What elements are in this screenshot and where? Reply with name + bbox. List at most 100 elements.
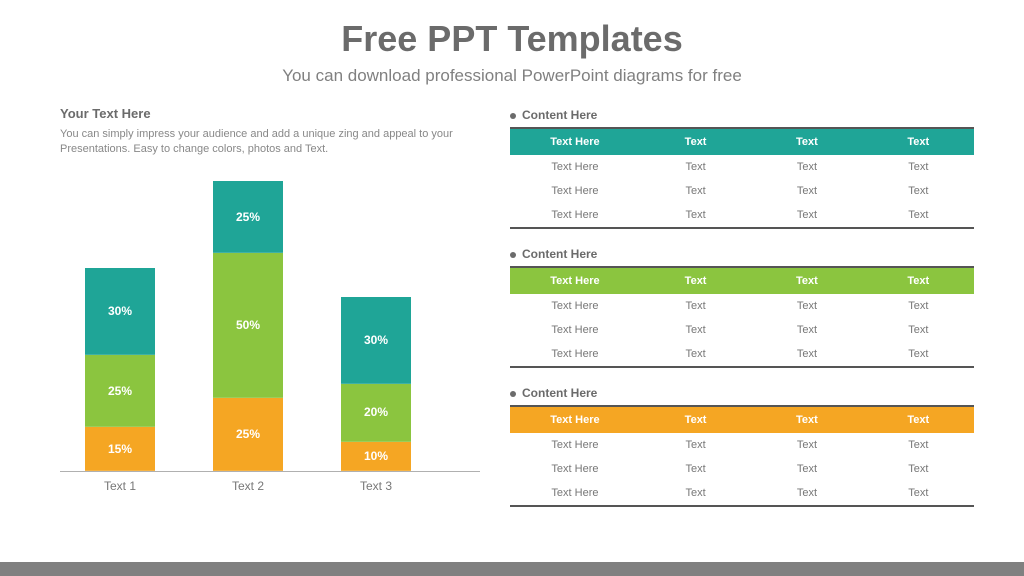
table-cell: Text [751, 294, 862, 318]
table-caption: Content Here [510, 247, 974, 261]
table-cell: Text Here [510, 203, 640, 228]
table-header-cell: Text Here [510, 406, 640, 433]
table-group: Content HereText HereTextTextTextText He… [510, 247, 974, 368]
table-cell: Text [863, 433, 974, 457]
table-header-row: Text HereTextTextText [510, 128, 974, 155]
bar-label: Text 2 [213, 479, 283, 493]
table-header-cell: Text Here [510, 267, 640, 294]
table-cell: Text [863, 294, 974, 318]
table-row: Text HereTextTextText [510, 433, 974, 457]
table-cell: Text [863, 203, 974, 228]
table-cell: Text Here [510, 294, 640, 318]
table-header-cell: Text [640, 128, 751, 155]
bar-segment: 25% [213, 181, 283, 254]
table-cell: Text [751, 481, 862, 506]
bar-segment: 15% [85, 427, 155, 471]
table-caption: Content Here [510, 386, 974, 400]
chart-panel: Your Text Here You can simply impress yo… [60, 106, 480, 525]
bar-segment: 10% [341, 442, 411, 471]
table-cell: Text [640, 457, 751, 481]
table-row: Text HereTextTextText [510, 318, 974, 342]
table-cell: Text [640, 294, 751, 318]
table-header-cell: Text [863, 406, 974, 433]
table-cell: Text [751, 203, 862, 228]
bar-segment: 25% [85, 355, 155, 428]
table-cell: Text [640, 342, 751, 367]
table-cell: Text [751, 318, 862, 342]
content-area: Your Text Here You can simply impress yo… [0, 86, 1024, 525]
table-cell: Text [751, 155, 862, 179]
stacked-bar-chart: 30%25%15%Text 1 25%50%25%Text 2 30%20%10%T… [60, 172, 480, 472]
table-cell: Text [640, 318, 751, 342]
bar-column: 30%25%15%Text 1 [85, 268, 155, 471]
table-cell: Text [751, 433, 862, 457]
table-header-cell: Text [863, 267, 974, 294]
table-row: Text HereTextTextText [510, 481, 974, 506]
table-cell: Text Here [510, 179, 640, 203]
table-row: Text HereTextTextText [510, 342, 974, 367]
table-cell: Text [751, 457, 862, 481]
table-cell: Text Here [510, 481, 640, 506]
table-cell: Text [863, 179, 974, 203]
table-caption-text: Content Here [522, 386, 597, 400]
table-cell: Text [640, 179, 751, 203]
table-header-row: Text HereTextTextText [510, 267, 974, 294]
table-group: Content HereText HereTextTextTextText He… [510, 108, 974, 229]
table-header-cell: Text [640, 267, 751, 294]
bullet-icon [510, 391, 516, 397]
table-header-row: Text HereTextTextText [510, 406, 974, 433]
table-row: Text HereTextTextText [510, 294, 974, 318]
table-header-cell: Text [751, 267, 862, 294]
table-cell: Text Here [510, 318, 640, 342]
bar-column: 30%20%10%Text 3 [341, 297, 411, 471]
bar-label: Text 1 [85, 479, 155, 493]
data-table: Text HereTextTextTextText HereTextTextTe… [510, 405, 974, 507]
table-caption: Content Here [510, 108, 974, 122]
table-cell: Text [863, 342, 974, 367]
table-row: Text HereTextTextText [510, 203, 974, 228]
table-cell: Text Here [510, 155, 640, 179]
table-header-cell: Text [751, 128, 862, 155]
table-cell: Text [751, 179, 862, 203]
page-title: Free PPT Templates [0, 18, 1024, 60]
table-header-cell: Text [751, 406, 862, 433]
table-cell: Text Here [510, 342, 640, 367]
bar-segment: 20% [341, 384, 411, 442]
table-row: Text HereTextTextText [510, 457, 974, 481]
table-group: Content HereText HereTextTextTextText He… [510, 386, 974, 507]
table-header-cell: Text Here [510, 128, 640, 155]
data-table: Text HereTextTextTextText HereTextTextTe… [510, 127, 974, 229]
bar-column: 25%50%25%Text 2 [213, 181, 283, 471]
table-cell: Text [863, 155, 974, 179]
table-cell: Text Here [510, 433, 640, 457]
table-cell: Text [863, 457, 974, 481]
bar-segment: 50% [213, 253, 283, 398]
bar-segment: 30% [341, 297, 411, 384]
data-table: Text HereTextTextTextText HereTextTextTe… [510, 266, 974, 368]
table-cell: Text [640, 155, 751, 179]
table-cell: Text [640, 433, 751, 457]
header: Free PPT Templates You can download prof… [0, 0, 1024, 86]
table-caption-text: Content Here [522, 247, 597, 261]
table-row: Text HereTextTextText [510, 179, 974, 203]
table-cell: Text [863, 481, 974, 506]
chart-description: You can simply impress your audience and… [60, 127, 480, 158]
chart-title: Your Text Here [60, 106, 480, 121]
table-cell: Text [640, 481, 751, 506]
table-header-cell: Text [863, 128, 974, 155]
table-cell: Text [751, 342, 862, 367]
table-cell: Text [863, 318, 974, 342]
table-header-cell: Text [640, 406, 751, 433]
table-row: Text HereTextTextText [510, 155, 974, 179]
bar-label: Text 3 [341, 479, 411, 493]
table-caption-text: Content Here [522, 108, 597, 122]
bullet-icon [510, 252, 516, 258]
bar-segment: 30% [85, 268, 155, 355]
page-subtitle: You can download professional PowerPoint… [0, 66, 1024, 86]
bar-segment: 25% [213, 398, 283, 471]
tables-panel: Content HereText HereTextTextTextText He… [510, 106, 974, 525]
table-cell: Text [640, 203, 751, 228]
bullet-icon [510, 113, 516, 119]
footer-bar [0, 562, 1024, 576]
table-cell: Text Here [510, 457, 640, 481]
